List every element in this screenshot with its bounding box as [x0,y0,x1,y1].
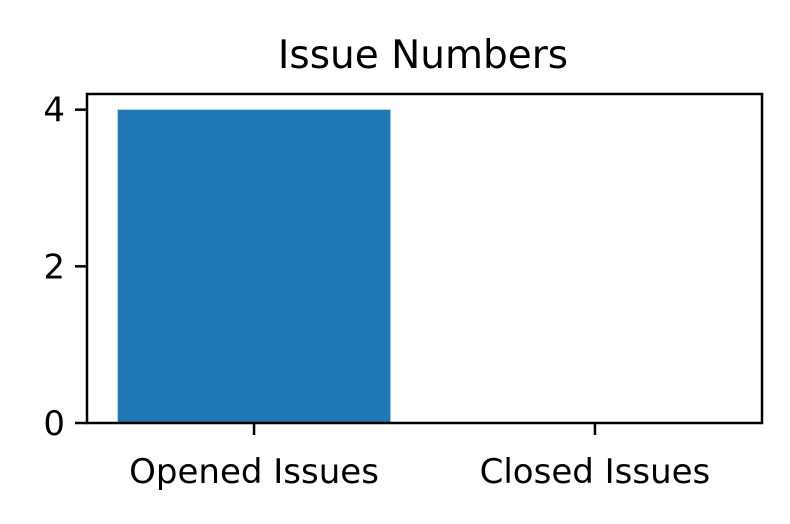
x-tick-label: Closed Issues [480,452,711,492]
bar-opened-issues [117,109,391,424]
y-tick-label: 2 [43,247,65,287]
x-tick-label: Opened Issues [129,452,379,492]
chart-title: Issue Numbers [278,33,568,78]
bars-group [117,109,391,424]
y-tick-label: 0 [43,404,65,444]
y-tick-label: 4 [43,91,65,131]
y-axis: 0 2 4 [43,91,87,444]
x-axis: Opened Issues Closed Issues [129,423,710,492]
plot-frame [85,92,764,425]
